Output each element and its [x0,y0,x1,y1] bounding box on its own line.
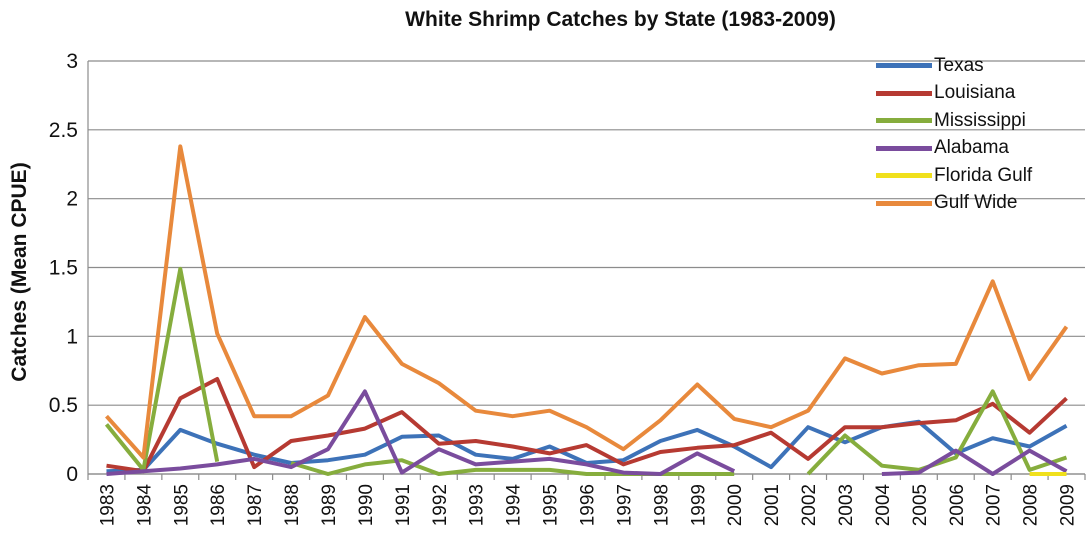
x-tick-label: 1989 [319,484,340,526]
legend-item: Gulf Wide [876,190,1032,218]
y-tick-label: 1 [66,325,78,348]
series-line-louisiana [106,377,1068,474]
legend-item: Alabama [876,135,1032,163]
x-tick-label: 2002 [799,484,820,526]
legend-item: Texas [876,52,1032,80]
x-tick-label: 1997 [614,484,635,526]
x-tick-label: 2005 [910,484,931,526]
legend-label: Gulf Wide [934,192,1018,214]
x-tick-label: 1992 [430,484,451,526]
x-tick-label: 2001 [762,484,783,526]
x-tick-label: 1996 [578,484,599,526]
legend-swatch [876,63,932,69]
x-tick-label: 1983 [97,484,118,526]
x-tick-label: 2007 [984,484,1005,526]
legend-item: Florida Gulf [876,162,1032,190]
legend-swatch [876,200,932,206]
y-tick-label: 2 [66,188,78,211]
y-tick-label: 0.5 [49,394,78,417]
y-tick-label: 1.5 [49,257,78,280]
x-tick-label: 2006 [947,484,968,526]
y-tick-label: 3 [66,50,78,73]
legend-label: Mississippi [934,109,1026,131]
x-tick-label: 1990 [356,484,377,526]
x-tick-label: 1987 [245,484,266,526]
legend-label: Texas [934,54,984,76]
x-tick-label: 1995 [541,484,562,526]
legend-item: Louisiana [876,80,1032,108]
chart-legend: Texas Louisiana Mississippi Alabama Florida … [876,52,1032,217]
x-tick-label: 2000 [725,484,746,526]
legend-swatch [876,90,932,96]
x-tick-label: 2003 [836,484,857,526]
x-tick-label: 1993 [467,484,488,526]
x-tick-label: 2004 [873,484,894,527]
legend-label: Florida Gulf [934,164,1033,186]
x-tick-label: 1998 [651,484,672,526]
x-tick-label: 1994 [504,484,525,527]
x-tick-label: 1991 [393,484,414,526]
x-tick-label: 1985 [171,484,192,526]
x-tick-label: 1999 [688,484,709,526]
y-tick-label: 0 [66,463,78,486]
series-line-gulf-wide [105,144,1069,460]
x-tick-label: 1988 [282,484,303,526]
x-tick-label: 2008 [1021,484,1042,526]
legend-swatch [876,118,932,124]
legend-swatch [876,145,932,151]
legend-item: Mississippi [876,107,1032,135]
x-tick-label: 2009 [1058,484,1079,526]
chart-title: White Shrimp Catches by State (1983-2009… [405,8,836,31]
x-tick-label: 1984 [134,484,155,527]
legend-swatch [876,173,932,179]
legend-label: Alabama [934,137,1009,159]
y-tick-label: 2.5 [49,119,78,142]
legend-label: Louisiana [934,82,1016,104]
series-line-alabama [106,389,1068,476]
x-tick-label: 1986 [208,484,229,526]
